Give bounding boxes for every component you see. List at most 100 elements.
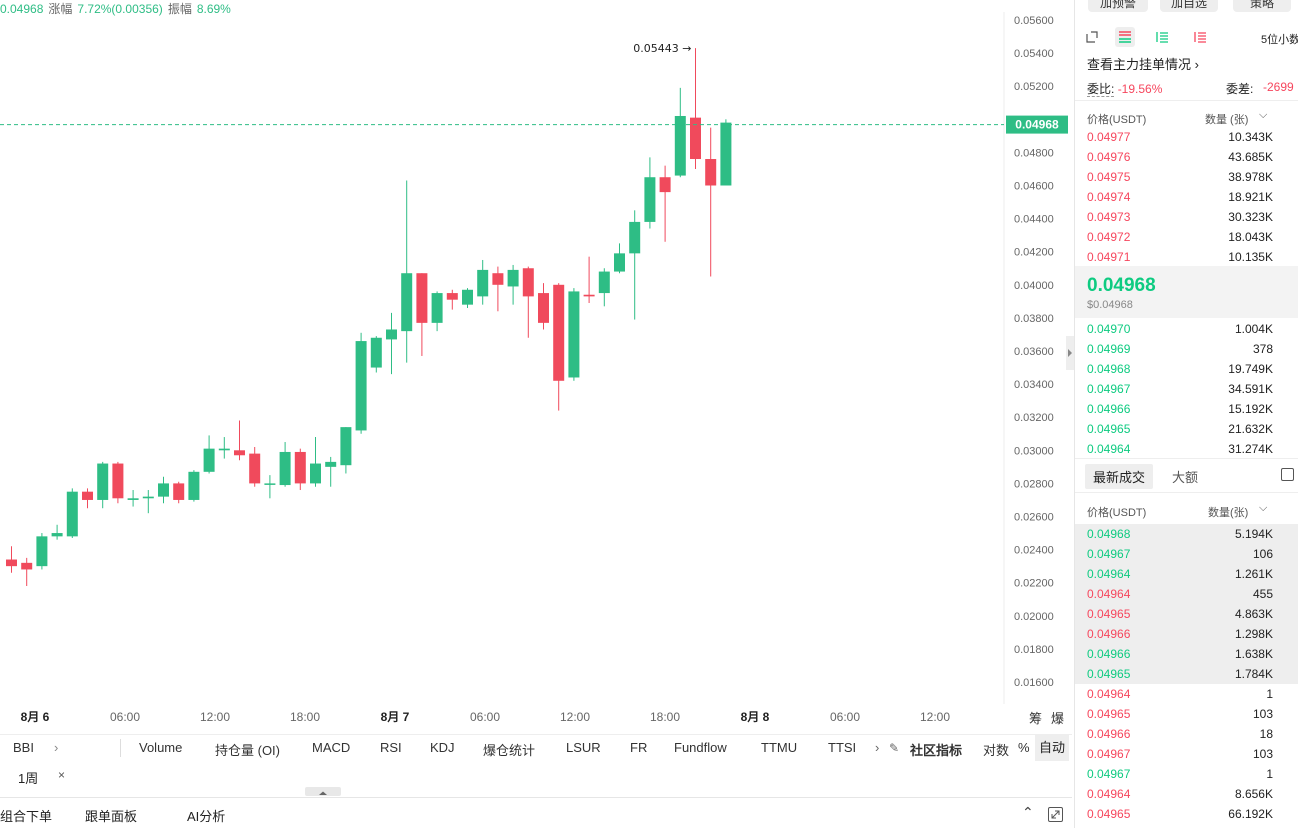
candle-up[interactable]: [720, 122, 732, 186]
candle-down[interactable]: [553, 284, 565, 381]
main-indicator[interactable]: BBI: [13, 740, 34, 755]
ask-row[interactable]: 0.04971 10.135K: [1087, 247, 1273, 267]
candle-down[interactable]: [538, 293, 549, 323]
panel-collapse-handle[interactable]: [1066, 336, 1074, 370]
candle-down[interactable]: [659, 177, 671, 193]
candle-up[interactable]: [401, 273, 413, 332]
copy-trade-tab[interactable]: 跟单面板: [85, 809, 138, 824]
trade-row[interactable]: 0.04966 1.638K: [1087, 644, 1273, 664]
indicator-ttmu[interactable]: TTMU: [761, 740, 798, 755]
chip-distribution-button[interactable]: 筹: [1029, 711, 1042, 727]
candle-up[interactable]: [203, 448, 215, 472]
candle-up[interactable]: [507, 269, 519, 287]
main-orders-link[interactable]: 查看主力挂单情况 ›: [1087, 54, 1199, 73]
candle-up[interactable]: [218, 448, 230, 451]
bid-row[interactable]: 0.04967 34.591K: [1087, 379, 1273, 399]
log-scale-toggle[interactable]: 对数: [983, 743, 1010, 758]
candle-down[interactable]: [112, 463, 124, 499]
percent-scale-toggle[interactable]: %: [1018, 740, 1030, 755]
indicator-ttsi[interactable]: TTSI: [828, 740, 857, 755]
trade-row[interactable]: 0.04964 8.656K: [1087, 784, 1273, 804]
trade-row[interactable]: 0.04964 1.261K: [1087, 564, 1273, 584]
candle-up[interactable]: [279, 451, 291, 486]
add-alert-button[interactable]: 加预警: [1088, 0, 1148, 12]
resize-handle[interactable]: [305, 787, 341, 796]
candle-up[interactable]: [340, 427, 352, 466]
community-indicators[interactable]: 社区指标: [910, 743, 963, 758]
candle-down[interactable]: [234, 450, 245, 456]
candle-down[interactable]: [294, 451, 306, 484]
candle-down[interactable]: [249, 453, 261, 484]
bid-row[interactable]: 0.04966 15.192K: [1087, 399, 1273, 419]
candle-up[interactable]: [142, 496, 154, 499]
candle-up[interactable]: [614, 253, 625, 272]
candle-up[interactable]: [674, 115, 686, 176]
ai-analysis-tab[interactable]: AI分析: [187, 809, 226, 824]
candle-down[interactable]: [173, 483, 185, 500]
indicator-liquidation[interactable]: 爆仓统计: [483, 743, 536, 758]
chevron-right-icon[interactable]: ›: [54, 740, 59, 755]
trade-row[interactable]: 0.04965 66.192K: [1087, 804, 1273, 824]
trade-row[interactable]: 0.04964 455: [1087, 584, 1273, 604]
ask-row[interactable]: 0.04974 18.921K: [1087, 187, 1273, 207]
book-both-icon[interactable]: [1115, 27, 1135, 47]
chevron-right-icon[interactable]: ›: [875, 740, 880, 755]
candle-up[interactable]: [462, 289, 473, 305]
candle-down[interactable]: [583, 294, 595, 297]
candle-up[interactable]: [127, 498, 139, 500]
chevron-down-icon[interactable]: ⌵: [1259, 502, 1268, 514]
book-qty-header[interactable]: 数量 (张): [1205, 114, 1249, 126]
trades-qty-header[interactable]: 数量(张): [1208, 507, 1249, 519]
bid-row[interactable]: 0.04969 378: [1087, 339, 1273, 359]
candle-up[interactable]: [568, 291, 580, 378]
book-asks-icon[interactable]: [1193, 30, 1207, 44]
edit-icon[interactable]: ✎: [889, 741, 900, 755]
indicator-oi[interactable]: 持仓量 (OI): [215, 743, 280, 758]
candle-up[interactable]: [66, 491, 78, 537]
bid-row[interactable]: 0.04970 1.004K: [1087, 319, 1273, 339]
candle-up[interactable]: [97, 463, 109, 500]
ask-row[interactable]: 0.04975 38.978K: [1087, 167, 1273, 187]
trade-row[interactable]: 0.04965 103: [1087, 704, 1273, 724]
book-bids-icon[interactable]: [1155, 30, 1169, 44]
candle-up[interactable]: [158, 483, 169, 497]
tab-large-trades[interactable]: 大额: [1172, 470, 1199, 485]
ask-row[interactable]: 0.04972 18.043K: [1087, 227, 1273, 247]
candle-down[interactable]: [416, 273, 428, 323]
bid-row[interactable]: 0.04964 31.274K: [1087, 439, 1273, 459]
combo-order-tab[interactable]: 组合下单: [0, 809, 53, 824]
trade-row[interactable]: 0.04965 1.784K: [1087, 664, 1273, 684]
candle-up[interactable]: [36, 536, 48, 567]
trade-row[interactable]: 0.04966 18: [1087, 724, 1273, 744]
chevron-down-icon[interactable]: ⌵: [1259, 109, 1268, 121]
popout-icon[interactable]: [1085, 30, 1099, 44]
indicator-fr[interactable]: FR: [630, 740, 648, 755]
indicator-fundflow[interactable]: Fundflow: [674, 740, 727, 755]
auto-scale-toggle[interactable]: 自动: [1035, 735, 1070, 761]
candle-up[interactable]: [370, 337, 382, 368]
timeframe-tag[interactable]: 1周: [18, 771, 39, 786]
candle-down[interactable]: [690, 117, 701, 160]
candle-up[interactable]: [310, 463, 321, 484]
ask-row[interactable]: 0.04976 43.685K: [1087, 147, 1273, 167]
trade-row[interactable]: 0.04967 103: [1087, 744, 1273, 764]
ask-row[interactable]: 0.04977 10.343K: [1087, 127, 1273, 147]
candle-up[interactable]: [477, 269, 489, 297]
trade-row[interactable]: 0.04967 1: [1087, 764, 1273, 784]
candle-up[interactable]: [51, 533, 63, 537]
candle-down[interactable]: [492, 273, 504, 285]
indicator-kdj[interactable]: KDJ: [430, 740, 455, 755]
large-filter-checkbox[interactable]: [1281, 468, 1294, 481]
candle-down[interactable]: [522, 268, 534, 297]
bid-row[interactable]: 0.04968 19.749K: [1087, 359, 1273, 379]
trade-row[interactable]: 0.04966 1.298K: [1087, 624, 1273, 644]
ask-row[interactable]: 0.04973 30.323K: [1087, 207, 1273, 227]
chevron-up-icon[interactable]: ⌃: [1022, 804, 1034, 820]
candle-up[interactable]: [386, 329, 397, 340]
precision-select[interactable]: 5位小数: [1261, 34, 1298, 46]
candle-down[interactable]: [6, 559, 17, 567]
bid-row[interactable]: 0.04965 21.632K: [1087, 419, 1273, 439]
candle-down[interactable]: [21, 562, 33, 570]
trade-row[interactable]: 0.04968 5.194K: [1087, 524, 1273, 544]
trade-row[interactable]: 0.04964 1: [1087, 684, 1273, 704]
